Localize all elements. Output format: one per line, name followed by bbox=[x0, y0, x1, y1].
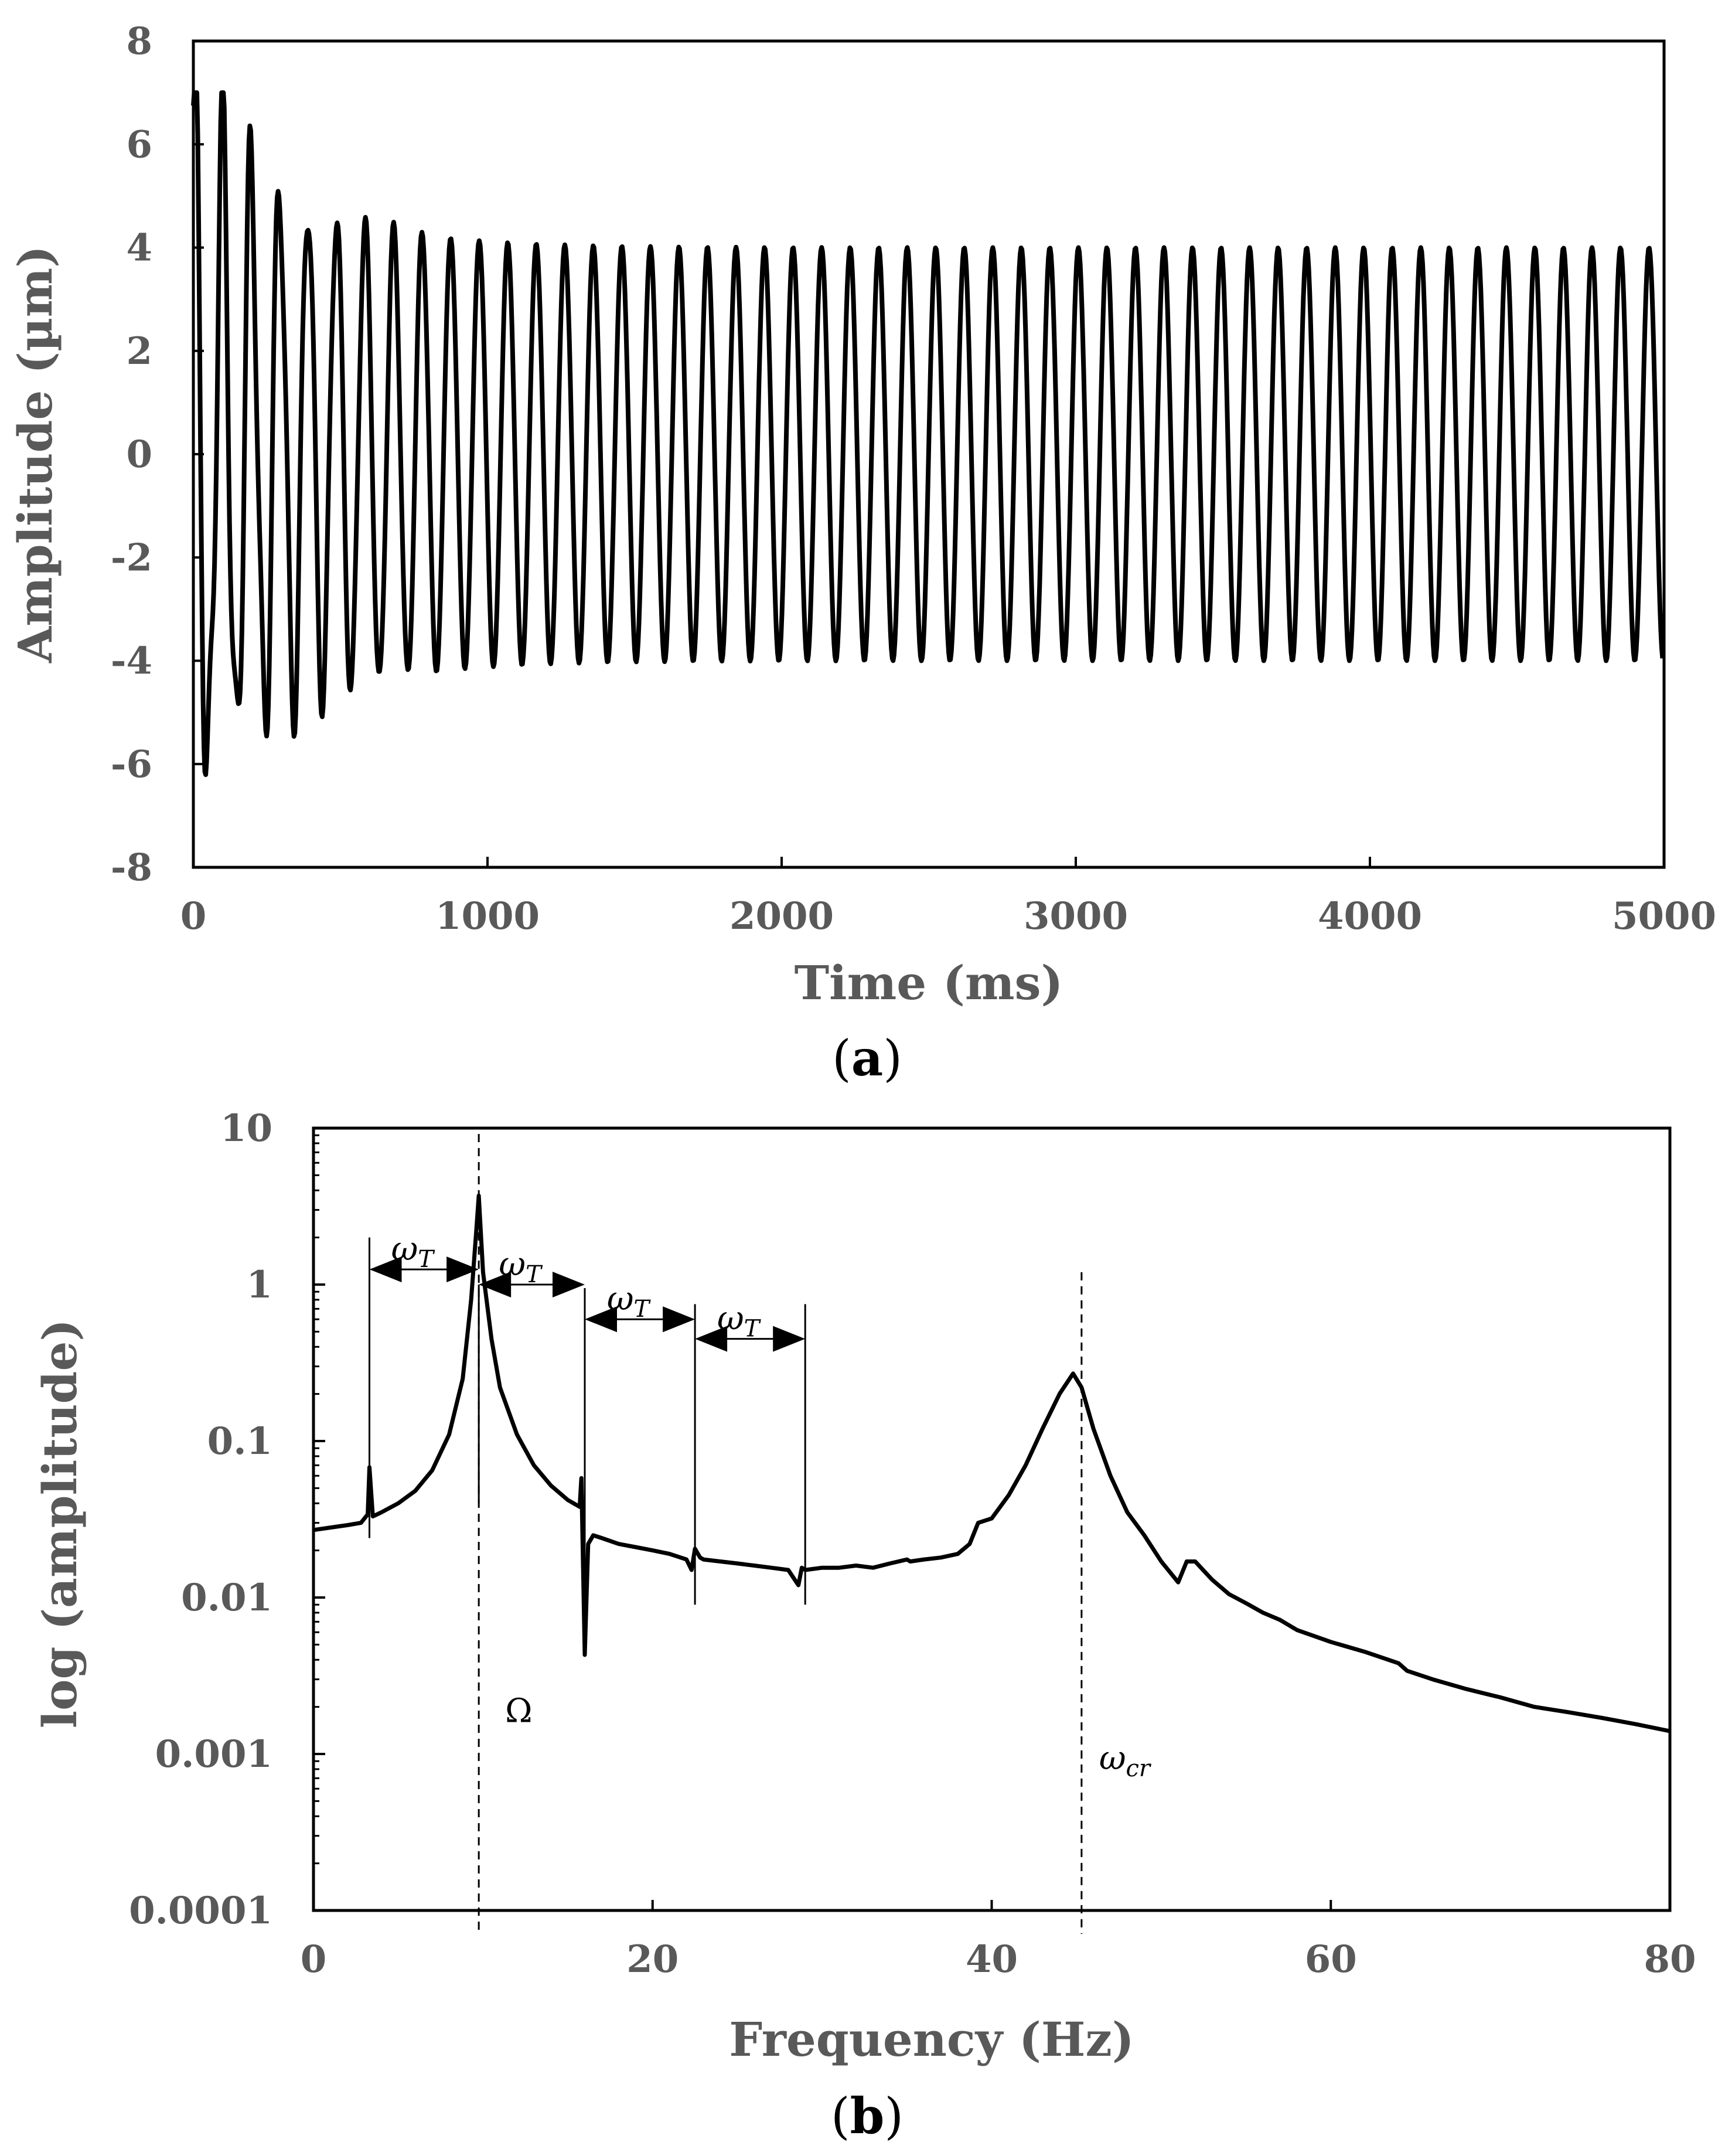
chart-b-x-tick-label: 80 bbox=[1644, 1937, 1696, 1981]
omega-t-arrow-head-right bbox=[663, 1306, 696, 1333]
chart-a-x-tick-label: 0 bbox=[180, 894, 207, 938]
omega-t-label: ωT bbox=[391, 1230, 436, 1273]
chart-a-y-tick-label: 4 bbox=[126, 226, 152, 270]
omega-t-arrow-head-right bbox=[553, 1272, 585, 1297]
chart-a-x-tick-label: 4000 bbox=[1318, 894, 1422, 938]
chart-a-series-line bbox=[191, 90, 1665, 777]
chart-a-x-tick-label: 5000 bbox=[1612, 894, 1716, 938]
omega-t-arrow-head-left bbox=[479, 1272, 512, 1297]
chart-b-y-tick-label: 10 bbox=[220, 1106, 272, 1150]
chart-b-y-axis-title: log (amplitude) bbox=[32, 1319, 87, 1728]
chart-a-y-tick-label: -8 bbox=[111, 846, 152, 890]
omega-t-arrow-head-right bbox=[773, 1326, 806, 1352]
chart-b-series-line bbox=[313, 1193, 1671, 1733]
chart-a-y-tick-label: 8 bbox=[126, 19, 152, 63]
omega-cr-label: ωcr bbox=[1099, 1739, 1152, 1782]
chart-a-x-tick-label: 1000 bbox=[435, 894, 540, 938]
chart-a-caption-letter: a bbox=[851, 1029, 883, 1087]
chart-a-x-ticks: 0 1000 2000 3000 4000 5000 bbox=[180, 857, 1716, 938]
chart-a-y-tick-label: 2 bbox=[126, 329, 152, 373]
chart-b-x-axis-title: Frequency (Hz) bbox=[729, 2012, 1134, 2067]
chart-a-y-tick-label: -6 bbox=[111, 742, 152, 786]
chart-b-x-ticks: 0 20 40 60 80 bbox=[301, 1900, 1696, 1981]
omega-t-label: ωT bbox=[717, 1300, 762, 1343]
chart-a-caption: (a) bbox=[832, 1029, 902, 1087]
chart-b-x-tick-label: 20 bbox=[626, 1937, 679, 1981]
chart-a-y-tick-label: 6 bbox=[126, 122, 152, 166]
chart-a-y-tick-label: 0 bbox=[126, 432, 152, 476]
omega-t-arrow-head-right bbox=[446, 1256, 479, 1283]
omega-t-arrow-head-left bbox=[695, 1326, 728, 1352]
chart-b-y-tick-label: 1 bbox=[246, 1263, 272, 1307]
chart-a-y-axis-title: Amplitude (µm) bbox=[8, 246, 63, 663]
chart-b-y-tick-label: 0.01 bbox=[181, 1576, 272, 1620]
chart-a-y-ticks: -8 -6 -4 -2 0 2 4 6 8 bbox=[111, 19, 204, 890]
chart-b-y-tick-label: 0.1 bbox=[207, 1419, 272, 1463]
chart-a-x-tick-label: 3000 bbox=[1024, 894, 1128, 938]
omega-t-label: ωT bbox=[607, 1280, 652, 1323]
chart-b-y-tick-label: 0.0001 bbox=[129, 1889, 272, 1933]
chart-b-x-tick-label: 60 bbox=[1305, 1937, 1357, 1981]
chart-a-x-axis-title: Time (ms) bbox=[795, 955, 1063, 1010]
chart-b-y-tick-label: 0.001 bbox=[155, 1732, 272, 1776]
chart-a-y-tick-label: -2 bbox=[111, 536, 152, 580]
chart-b-caption: (b) bbox=[831, 2087, 904, 2145]
omega-t-arrow-head-left bbox=[585, 1306, 617, 1333]
chart-a-y-tick-label: -4 bbox=[111, 639, 152, 683]
chart-a: 0 1000 2000 3000 4000 5000 -8 -6 -4 -2 0 2 4 6 8 Time… bbox=[8, 19, 1716, 1087]
omega-label: Ω bbox=[505, 1692, 532, 1731]
chart-b-x-tick-label: 0 bbox=[301, 1937, 327, 1981]
chart-a-x-tick-label: 2000 bbox=[729, 894, 834, 938]
chart-b-y-ticks: 10 1 0.1 0.01 0.001 0.0001 bbox=[129, 1106, 325, 1933]
chart-b-caption-letter: b bbox=[850, 2087, 885, 2145]
omega-t-label: ωT bbox=[499, 1245, 543, 1288]
omega-t-arrow-head-left bbox=[369, 1256, 402, 1283]
chart-b-x-tick-label: 40 bbox=[966, 1937, 1018, 1981]
